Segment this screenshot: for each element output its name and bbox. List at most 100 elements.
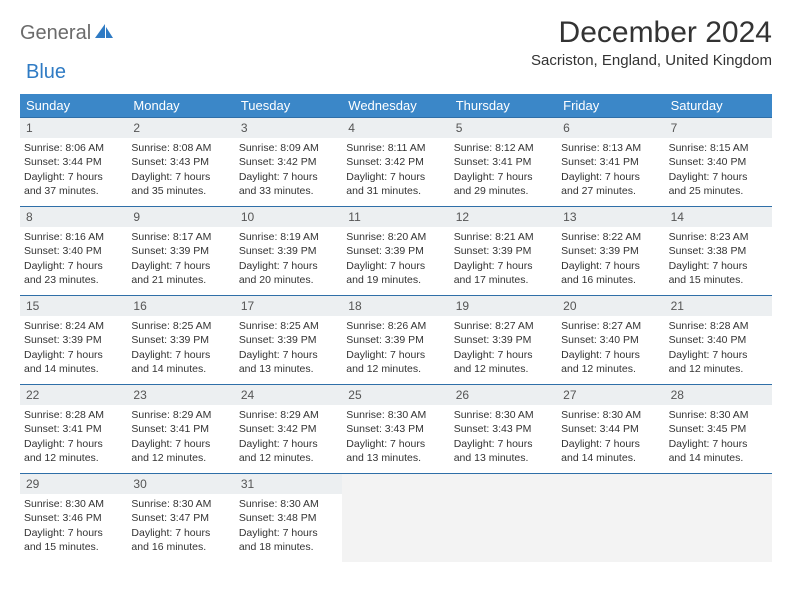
day-cell: 17Sunrise: 8:25 AMSunset: 3:39 PMDayligh… xyxy=(235,296,342,384)
sunset-text: Sunset: 3:42 PM xyxy=(239,422,338,436)
sunrise-text: Sunrise: 8:17 AM xyxy=(131,230,230,244)
day-number: 15 xyxy=(26,298,121,314)
day-cell: 26Sunrise: 8:30 AMSunset: 3:43 PMDayligh… xyxy=(450,385,557,473)
day2-text: and 16 minutes. xyxy=(131,540,230,554)
sunset-text: Sunset: 3:39 PM xyxy=(239,333,338,347)
sunset-text: Sunset: 3:46 PM xyxy=(24,511,123,525)
daynum-band: 3 xyxy=(235,118,342,138)
day-number: 29 xyxy=(26,476,121,492)
sunrise-text: Sunrise: 8:16 AM xyxy=(24,230,123,244)
daynum-band: 26 xyxy=(450,385,557,405)
day2-text: and 31 minutes. xyxy=(346,184,445,198)
sunrise-text: Sunrise: 8:27 AM xyxy=(454,319,553,333)
calendar-body: 1Sunrise: 8:06 AMSunset: 3:44 PMDaylight… xyxy=(20,117,772,562)
day-number: 30 xyxy=(133,476,228,492)
day-number: 21 xyxy=(671,298,766,314)
sunrise-text: Sunrise: 8:09 AM xyxy=(239,141,338,155)
day-number: 8 xyxy=(26,209,121,225)
day2-text: and 13 minutes. xyxy=(454,451,553,465)
sunset-text: Sunset: 3:44 PM xyxy=(561,422,660,436)
day-cell: 9Sunrise: 8:17 AMSunset: 3:39 PMDaylight… xyxy=(127,207,234,295)
day2-text: and 27 minutes. xyxy=(561,184,660,198)
daynum-band: 6 xyxy=(557,118,664,138)
sunrise-text: Sunrise: 8:08 AM xyxy=(131,141,230,155)
sunrise-text: Sunrise: 8:12 AM xyxy=(454,141,553,155)
day2-text: and 14 minutes. xyxy=(561,451,660,465)
sunset-text: Sunset: 3:43 PM xyxy=(346,422,445,436)
sunset-text: Sunset: 3:43 PM xyxy=(454,422,553,436)
sunset-text: Sunset: 3:39 PM xyxy=(24,333,123,347)
sunset-text: Sunset: 3:45 PM xyxy=(669,422,768,436)
day-number: 18 xyxy=(348,298,443,314)
day2-text: and 35 minutes. xyxy=(131,184,230,198)
day-cell: 29Sunrise: 8:30 AMSunset: 3:46 PMDayligh… xyxy=(20,474,127,562)
day2-text: and 13 minutes. xyxy=(239,362,338,376)
sunrise-text: Sunrise: 8:29 AM xyxy=(131,408,230,422)
sunset-text: Sunset: 3:40 PM xyxy=(561,333,660,347)
daynum-band: 4 xyxy=(342,118,449,138)
day-cell: 11Sunrise: 8:20 AMSunset: 3:39 PMDayligh… xyxy=(342,207,449,295)
empty-band xyxy=(665,474,772,492)
day-cell: 30Sunrise: 8:30 AMSunset: 3:47 PMDayligh… xyxy=(127,474,234,562)
daynum-band: 27 xyxy=(557,385,664,405)
daynum-band: 29 xyxy=(20,474,127,494)
daynum-band: 5 xyxy=(450,118,557,138)
day2-text: and 12 minutes. xyxy=(131,451,230,465)
sunset-text: Sunset: 3:47 PM xyxy=(131,511,230,525)
sunset-text: Sunset: 3:39 PM xyxy=(454,244,553,258)
day-cell: 31Sunrise: 8:30 AMSunset: 3:48 PMDayligh… xyxy=(235,474,342,562)
calendar-header: SundayMondayTuesdayWednesdayThursdayFrid… xyxy=(20,94,772,117)
sunrise-text: Sunrise: 8:22 AM xyxy=(561,230,660,244)
sunset-text: Sunset: 3:41 PM xyxy=(24,422,123,436)
day-number: 13 xyxy=(563,209,658,225)
day2-text: and 16 minutes. xyxy=(561,273,660,287)
sunset-text: Sunset: 3:40 PM xyxy=(669,155,768,169)
day-number: 26 xyxy=(456,387,551,403)
day1-text: Daylight: 7 hours xyxy=(454,259,553,273)
day-cell: 28Sunrise: 8:30 AMSunset: 3:45 PMDayligh… xyxy=(665,385,772,473)
sunrise-text: Sunrise: 8:21 AM xyxy=(454,230,553,244)
day1-text: Daylight: 7 hours xyxy=(454,437,553,451)
day-number: 24 xyxy=(241,387,336,403)
sunset-text: Sunset: 3:41 PM xyxy=(131,422,230,436)
day2-text: and 12 minutes. xyxy=(669,362,768,376)
sunset-text: Sunset: 3:41 PM xyxy=(561,155,660,169)
day1-text: Daylight: 7 hours xyxy=(24,259,123,273)
calendar-row: 8Sunrise: 8:16 AMSunset: 3:40 PMDaylight… xyxy=(20,206,772,295)
day-cell: 8Sunrise: 8:16 AMSunset: 3:40 PMDaylight… xyxy=(20,207,127,295)
sunset-text: Sunset: 3:40 PM xyxy=(669,333,768,347)
sunset-text: Sunset: 3:38 PM xyxy=(669,244,768,258)
day-cell: 18Sunrise: 8:26 AMSunset: 3:39 PMDayligh… xyxy=(342,296,449,384)
day1-text: Daylight: 7 hours xyxy=(24,170,123,184)
day2-text: and 19 minutes. xyxy=(346,273,445,287)
day1-text: Daylight: 7 hours xyxy=(346,348,445,362)
calendar-row: 29Sunrise: 8:30 AMSunset: 3:46 PMDayligh… xyxy=(20,473,772,562)
day1-text: Daylight: 7 hours xyxy=(239,259,338,273)
day-number: 9 xyxy=(133,209,228,225)
day1-text: Daylight: 7 hours xyxy=(131,170,230,184)
title-block: December 2024 Sacriston, England, United… xyxy=(531,16,772,69)
day-number: 28 xyxy=(671,387,766,403)
day1-text: Daylight: 7 hours xyxy=(561,348,660,362)
day-cell: 24Sunrise: 8:29 AMSunset: 3:42 PMDayligh… xyxy=(235,385,342,473)
daynum-band: 15 xyxy=(20,296,127,316)
day-number: 5 xyxy=(456,120,551,136)
sail-icon xyxy=(93,22,115,45)
sunrise-text: Sunrise: 8:19 AM xyxy=(239,230,338,244)
daynum-band: 19 xyxy=(450,296,557,316)
calendar-row: 15Sunrise: 8:24 AMSunset: 3:39 PMDayligh… xyxy=(20,295,772,384)
daynum-band: 7 xyxy=(665,118,772,138)
sunrise-text: Sunrise: 8:06 AM xyxy=(24,141,123,155)
sunrise-text: Sunrise: 8:15 AM xyxy=(669,141,768,155)
daynum-band: 21 xyxy=(665,296,772,316)
brand-part1: General xyxy=(20,22,91,45)
sunset-text: Sunset: 3:44 PM xyxy=(24,155,123,169)
empty-band xyxy=(557,474,664,492)
sunset-text: Sunset: 3:39 PM xyxy=(454,333,553,347)
day1-text: Daylight: 7 hours xyxy=(669,437,768,451)
daynum-band: 30 xyxy=(127,474,234,494)
sunset-text: Sunset: 3:39 PM xyxy=(131,244,230,258)
sunrise-text: Sunrise: 8:28 AM xyxy=(669,319,768,333)
sunrise-text: Sunrise: 8:25 AM xyxy=(239,319,338,333)
day-number: 12 xyxy=(456,209,551,225)
